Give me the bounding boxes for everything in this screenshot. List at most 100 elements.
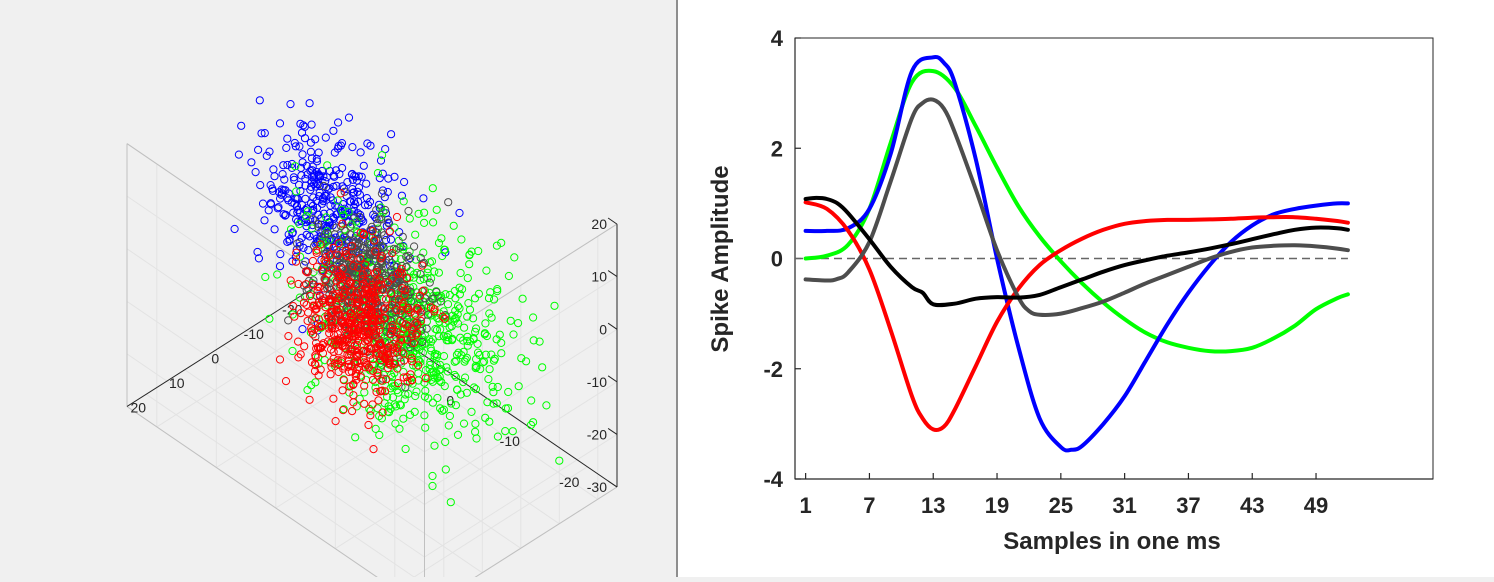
- scatter-point: [436, 325, 445, 334]
- scatter-point: [379, 309, 388, 318]
- scatter-point: [318, 349, 328, 358]
- scatter-point: [435, 360, 444, 369]
- scatter-point: [312, 338, 321, 348]
- scatter-point: [459, 419, 469, 428]
- scatter-point: [292, 187, 301, 196]
- scatter-point: [270, 225, 279, 234]
- scatter-point: [335, 334, 344, 343]
- scatter-point: [418, 287, 427, 296]
- scatter-point: [435, 309, 444, 318]
- scatter-point: [311, 332, 320, 341]
- scatter-point: [397, 269, 406, 278]
- scatter-point: [305, 99, 314, 108]
- y-axis-line: [126, 283, 320, 407]
- scatter-point: [334, 347, 343, 356]
- scatter-point: [445, 290, 454, 300]
- x-tick-label: 19: [985, 493, 1009, 518]
- scatter-point: [418, 337, 427, 347]
- scatter-point: [279, 161, 288, 170]
- scatter-point: [412, 330, 421, 339]
- scatter-point: [373, 404, 382, 413]
- scatter-point: [472, 355, 481, 364]
- y-tick-label: -4: [763, 467, 783, 492]
- scatter-point: [399, 197, 408, 206]
- scatter-point: [362, 179, 371, 188]
- scatter-point: [305, 232, 314, 241]
- scatter-point: [390, 223, 399, 232]
- scatter-point: [406, 297, 415, 306]
- scatter-point: [313, 343, 322, 352]
- scatter-point: [497, 338, 506, 347]
- scatter-point: [474, 246, 483, 256]
- scatter-point: [361, 260, 370, 269]
- scatter-point: [482, 331, 491, 341]
- scatter-point: [343, 178, 352, 187]
- scatter-point: [391, 419, 400, 428]
- scatter-point: [422, 324, 431, 333]
- scatter-point: [273, 204, 282, 213]
- scatter-point: [356, 373, 365, 382]
- scatter-point: [373, 219, 382, 228]
- scatter-point: [330, 172, 339, 181]
- scatter-point: [388, 321, 397, 330]
- scatter-point: [335, 240, 344, 249]
- scatter-point: [356, 254, 365, 263]
- scatter-point: [459, 336, 468, 345]
- panel-divider[interactable]: [676, 0, 678, 577]
- scatter-point: [396, 316, 405, 325]
- scatter-point: [269, 165, 278, 174]
- scatter-point: [303, 170, 312, 179]
- scatter-point: [373, 263, 382, 272]
- scatter-point: [364, 337, 373, 346]
- scatter-point: [377, 241, 386, 251]
- scatter-point: [375, 236, 384, 245]
- scatter-point: [283, 134, 292, 143]
- scatter-point: [474, 289, 483, 298]
- scatter-point: [280, 175, 289, 184]
- scatter-point: [354, 313, 363, 322]
- scatter-point: [307, 154, 316, 163]
- scatter-point: [294, 206, 303, 215]
- scatter-point: [364, 304, 373, 313]
- scatter-point: [455, 283, 464, 292]
- scatter-point: [289, 173, 298, 182]
- x-tick-label: 7: [863, 493, 875, 518]
- scatter-point: [434, 268, 443, 277]
- scatter-point: [319, 181, 328, 191]
- scatter-point: [470, 294, 480, 303]
- scatter-point: [457, 351, 466, 360]
- scatter-point: [432, 287, 441, 297]
- scatter-point: [452, 356, 461, 365]
- scatter-point: [316, 323, 325, 332]
- scatter-point: [385, 219, 394, 228]
- scatter-point: [428, 335, 437, 344]
- scatter-point: [453, 310, 462, 319]
- scatter-point: [467, 407, 476, 416]
- scatter-point: [335, 269, 345, 278]
- scatter-point: [346, 277, 355, 286]
- scatter-point: [296, 309, 305, 318]
- scatter-point: [257, 129, 266, 138]
- scatter-point: [376, 203, 386, 212]
- scatter-point: [333, 196, 342, 205]
- scatter-point: [454, 348, 463, 357]
- scatter-point: [322, 183, 331, 192]
- scatter-point: [296, 208, 305, 217]
- z-tick-label: 20: [591, 216, 607, 232]
- scatter-point: [431, 324, 440, 334]
- scatter-point: [311, 314, 320, 323]
- scatter-point: [377, 265, 386, 274]
- scatter-point: [347, 303, 356, 312]
- scatter-point: [343, 331, 353, 340]
- scatter-point: [311, 351, 320, 360]
- scatter-point: [326, 370, 335, 379]
- scatter-point: [405, 214, 414, 223]
- scatter-point: [352, 295, 361, 304]
- scatter-point: [321, 177, 330, 186]
- scatter-point: [317, 255, 326, 265]
- scatter-point: [348, 143, 357, 152]
- scatter-point: [327, 309, 336, 318]
- gridline: [146, 393, 423, 582]
- scatter-point: [358, 270, 367, 279]
- scatter-point: [435, 376, 444, 385]
